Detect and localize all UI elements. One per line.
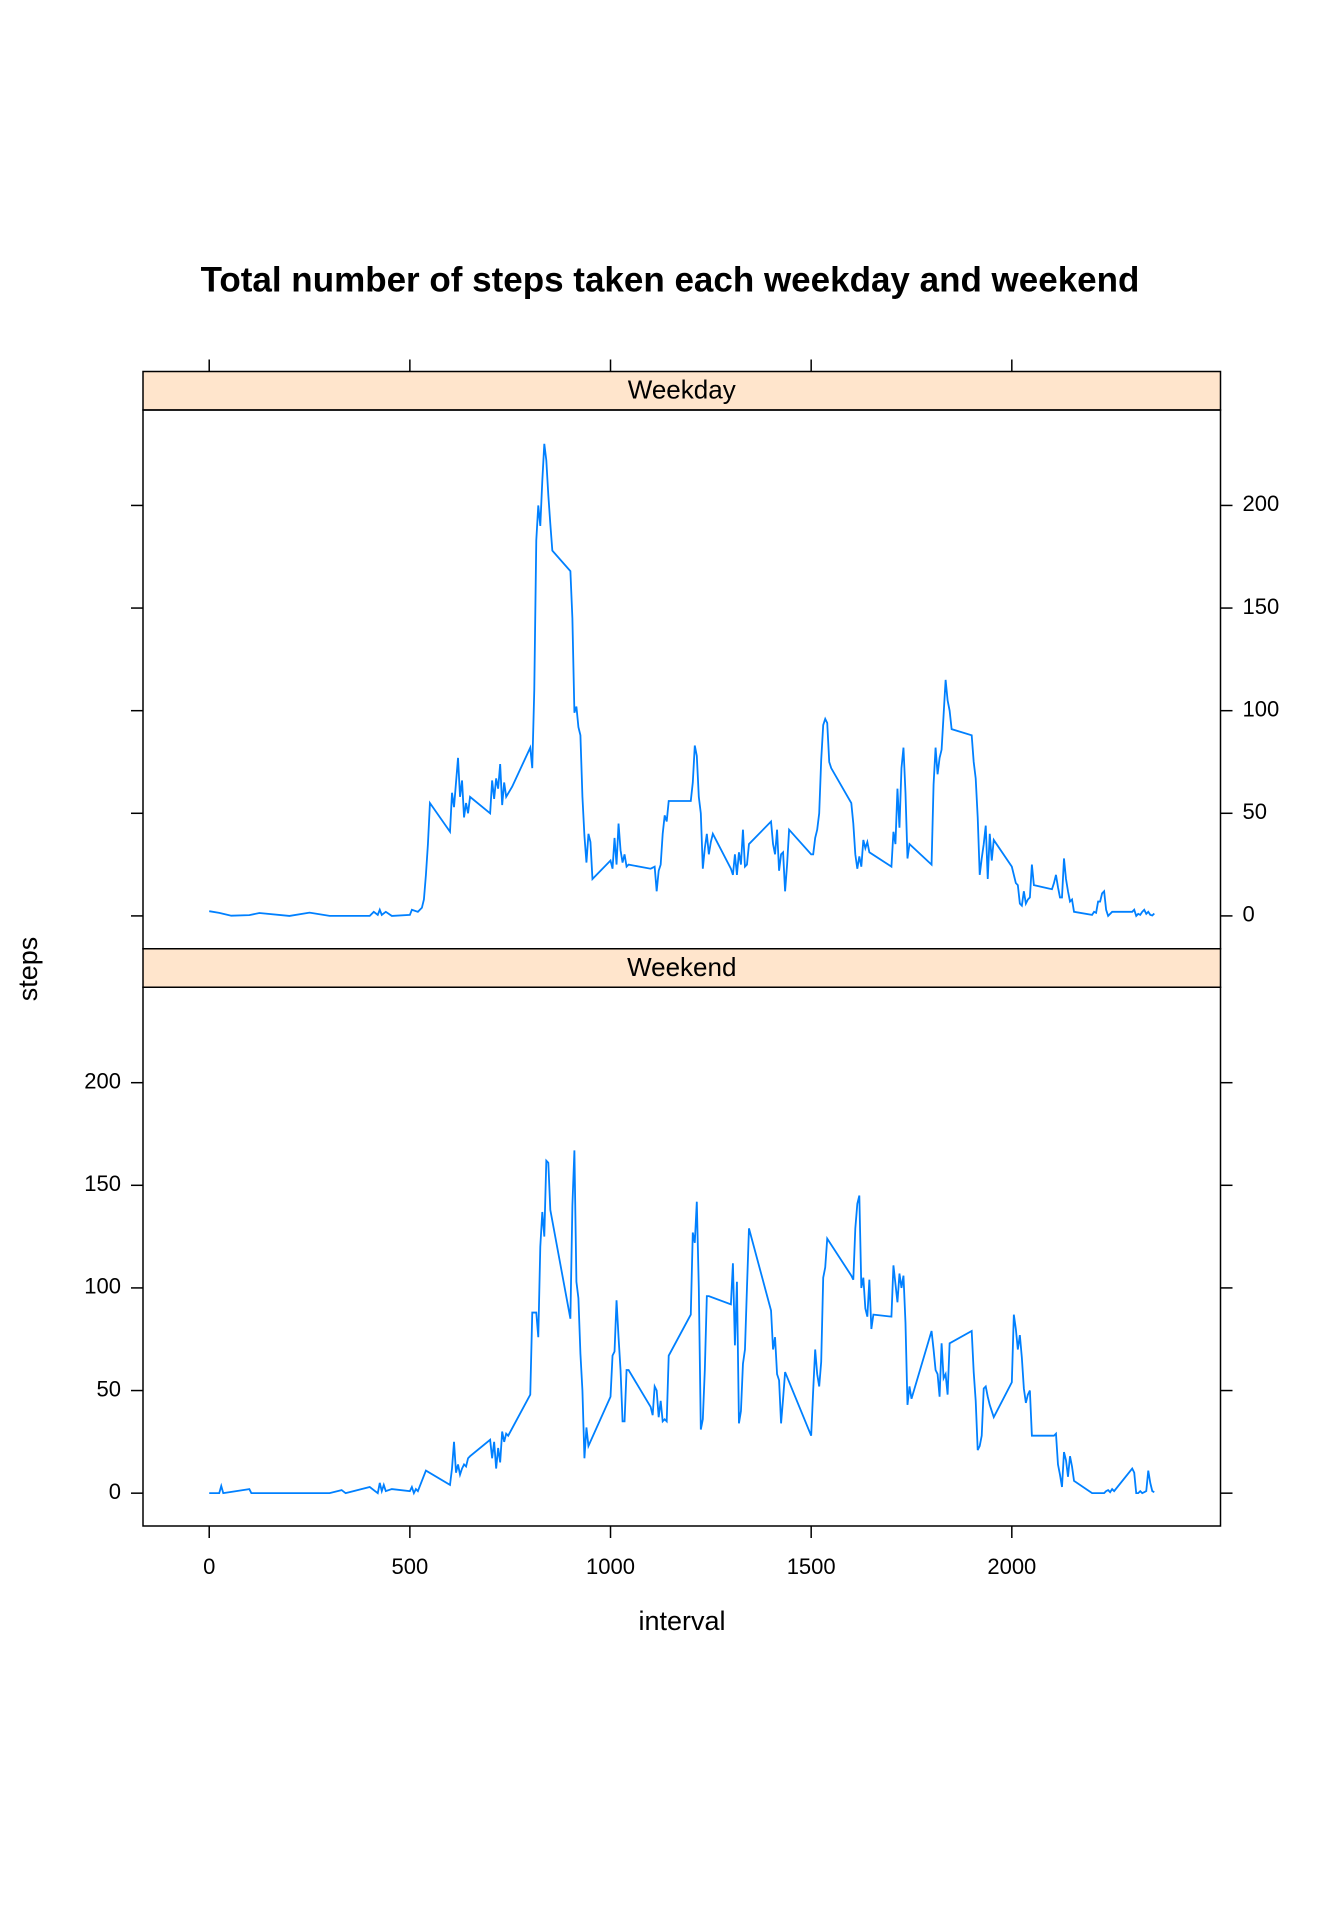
strip — [142, 948, 1222, 988]
y-tick-label: 100 — [1243, 696, 1280, 721]
strip — [142, 370, 1222, 411]
y-tick-label: 200 — [84, 1068, 121, 1093]
panel-frame — [142, 986, 1222, 1527]
y-axis-label: steps — [13, 937, 43, 1002]
y-tick-label: 100 — [84, 1274, 121, 1299]
chart-title: Total number of steps taken each weekday… — [201, 260, 1140, 299]
strip-label: Weekend — [627, 952, 736, 982]
x-tick-label: 2000 — [987, 1554, 1036, 1579]
y-tick-label: 0 — [1243, 902, 1255, 927]
y-tick-label: 50 — [1243, 799, 1267, 824]
x-tick-label: 0 — [203, 1554, 215, 1579]
x-tick-label: 1000 — [586, 1554, 635, 1579]
x-axis-label: interval — [638, 1606, 725, 1636]
y-tick-label: 0 — [109, 1479, 121, 1504]
x-tick-label: 500 — [392, 1554, 429, 1579]
panel-frame — [142, 409, 1222, 950]
strip-label: Weekday — [628, 375, 736, 405]
x-tick-label: 1500 — [787, 1554, 836, 1579]
y-tick-label: 50 — [97, 1376, 121, 1401]
y-tick-label: 200 — [1243, 491, 1280, 516]
y-tick-label: 150 — [84, 1171, 121, 1196]
line — [209, 1150, 1155, 1496]
y-tick-label: 150 — [1243, 594, 1280, 619]
line — [209, 443, 1155, 918]
